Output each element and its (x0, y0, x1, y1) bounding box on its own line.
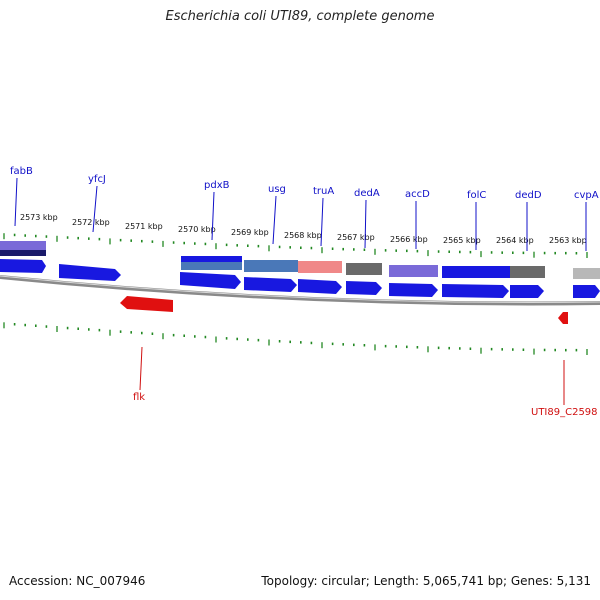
ruler-labels: 2573 kbp 2572 kbp 2571 kbp 2570 kbp 2569… (20, 213, 587, 245)
gene-label-yfcJ: yfcJ (88, 174, 106, 185)
feature-block (346, 263, 382, 275)
leader-line (364, 199, 367, 249)
ruler-label: 2566 kbp (390, 235, 428, 244)
feature-block (573, 268, 600, 279)
forward-gene-arrow (510, 285, 544, 298)
accession-text: Accession: NC_007946 (9, 574, 146, 588)
ruler-label: 2569 kbp (231, 228, 269, 237)
feature-block (442, 266, 510, 278)
gene-label-folC: folC (467, 190, 486, 201)
feature-block (298, 261, 342, 273)
ruler-label: 2573 kbp (20, 213, 58, 222)
leader-line (92, 185, 98, 233)
reverse-gene-arrow (558, 312, 568, 324)
leader-line (211, 191, 215, 241)
forward-gene-arrow (346, 281, 382, 295)
forward-gene-arrow (442, 284, 509, 298)
gene-labels: fabB yfcJ pdxB usg truA dedA accD folC d… (10, 166, 599, 418)
reverse-gene-arrow (120, 296, 173, 312)
genome-backbone (0, 275, 600, 306)
forward-gene-arrow (573, 285, 600, 298)
forward-gene-track (0, 259, 600, 298)
forward-gene-arrow (180, 272, 241, 289)
leader-line (139, 346, 143, 391)
leader-line (272, 195, 277, 245)
gene-label-UTI89_C2598: UTI89_C2598 (531, 407, 598, 418)
forward-gene-arrow (244, 277, 297, 292)
gene-label-usg: usg (268, 184, 286, 195)
feature-track (0, 241, 600, 279)
forward-gene-arrow (298, 279, 342, 294)
forward-gene-arrow (389, 283, 438, 297)
gene-label-dedD: dedD (515, 190, 542, 201)
forward-gene-arrow (0, 259, 46, 273)
genome-backbone-highlight (0, 275, 600, 303)
map-title: Escherichia coli UTI89, complete genome (165, 9, 435, 24)
gene-label-cvpA: cvpA (574, 190, 599, 201)
ruler-label: 2572 kbp (72, 218, 110, 227)
gene-label-truA: truA (313, 186, 334, 197)
feature-block (510, 266, 545, 278)
feature-block (0, 241, 46, 250)
feature-block (181, 262, 242, 270)
ruler-label: 2567 kbp (337, 233, 375, 242)
feature-block (181, 256, 242, 262)
feature-block (244, 260, 298, 272)
ruler-label: 2563 kbp (549, 236, 587, 245)
leader-line (320, 197, 324, 247)
ruler-label: 2568 kbp (284, 231, 322, 240)
ruler-label: 2564 kbp (496, 236, 534, 245)
gene-label-accD: accD (405, 189, 430, 200)
ruler-label: 2565 kbp (443, 236, 481, 245)
leader-line (14, 177, 18, 227)
gene-label-fabB: fabB (10, 166, 33, 177)
feature-block (389, 265, 438, 277)
genome-summary: Topology: circular; Length: 5,065,741 bp… (261, 574, 591, 588)
ruler-label: 2570 kbp (178, 225, 216, 234)
gene-label-pdxB: pdxB (204, 180, 230, 191)
gene-label-dedA: dedA (354, 188, 380, 199)
ruler-label: 2571 kbp (125, 222, 163, 231)
label-leader-lines (14, 177, 587, 405)
forward-gene-arrow (59, 264, 121, 281)
lower-tick-row (3, 322, 588, 355)
feature-block (0, 250, 46, 256)
gene-label-flk: flk (133, 392, 145, 403)
upper-tick-row (3, 233, 588, 258)
reverse-gene-track (120, 296, 568, 324)
